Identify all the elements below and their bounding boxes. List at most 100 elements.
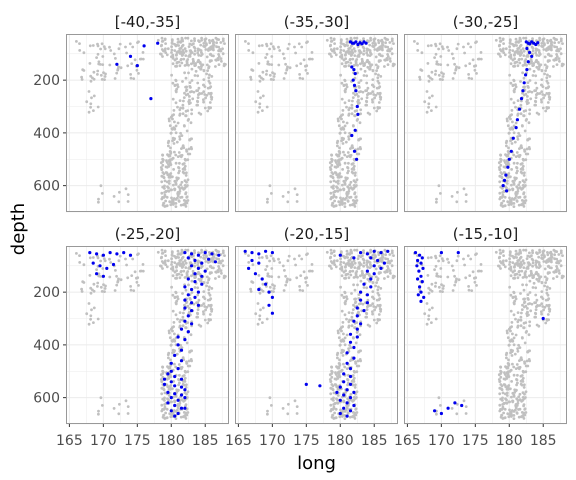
background-point [261,306,265,310]
background-point [87,302,91,305]
background-point [171,309,175,313]
background-point [118,42,122,46]
background-point [505,329,509,333]
background-point [516,137,520,141]
background-point [505,394,509,397]
background-point [347,189,351,193]
data-point [95,252,99,256]
background-point [222,64,226,68]
background-point [503,265,507,269]
background-point [186,199,190,202]
background-point [528,359,531,363]
background-point [297,254,301,258]
background-point [520,57,524,61]
background-point [512,395,516,398]
background-point [547,303,551,307]
background-point [523,305,526,309]
background-point [525,312,529,315]
background-point [257,62,261,65]
background-point [377,101,381,104]
background-point [538,36,541,40]
background-point [190,147,194,151]
background-point [125,263,128,267]
data-point [149,97,153,101]
background-point [217,261,221,265]
background-point [497,264,501,268]
background-point [160,40,164,43]
background-point [511,332,514,336]
background-point [547,297,551,301]
background-point [509,97,513,101]
facet-strip-label: (-35,-30] [284,13,349,31]
background-point [266,272,270,276]
background-point [261,109,264,112]
background-point [179,58,183,62]
background-point [374,55,378,59]
background-point [89,74,93,78]
data-point [525,68,529,72]
x-tick-label: 180 [158,433,185,449]
background-point [175,265,178,269]
background-point [479,269,483,273]
background-point [371,83,374,87]
background-point [179,196,182,199]
background-point [354,408,358,411]
background-point [161,153,164,157]
background-point [508,408,511,412]
background-point [188,261,192,265]
background-point [441,287,445,290]
data-point [460,403,464,408]
background-point [552,65,555,68]
background-point [519,39,522,43]
data-point [355,327,359,331]
background-point [172,321,176,324]
background-point [339,38,343,41]
background-point [282,77,286,80]
background-point [357,350,361,354]
data-point [348,409,353,413]
background-point [546,73,549,77]
background-point [180,153,184,157]
background-point [519,315,523,319]
background-point [209,91,213,95]
background-point [501,391,505,395]
background-point [543,63,547,67]
background-point [91,288,94,292]
background-point [338,327,342,331]
background-point [515,383,518,387]
background-point [202,98,205,102]
data-point [382,261,386,265]
background-point [369,38,372,42]
background-point [112,195,116,198]
background-point [269,78,273,81]
data-point [501,184,505,188]
background-point [97,409,100,413]
background-point [511,254,514,258]
background-point [377,285,380,289]
background-point [508,188,511,192]
background-point [177,185,181,189]
background-point [386,275,390,278]
background-point [202,254,206,257]
background-point [163,193,167,197]
background-point [178,135,182,139]
background-point [514,297,518,301]
background-point [219,269,223,272]
background-point [515,166,519,170]
background-point [538,63,541,67]
background-point [347,99,351,102]
background-point [464,405,468,408]
background-point [141,269,145,273]
background-point [165,165,169,169]
background-point [332,396,335,400]
background-point [507,327,511,331]
background-point [462,187,466,191]
background-point [198,92,201,95]
background-point [359,67,363,71]
data-point [179,377,184,381]
background-point [339,51,342,54]
background-point [386,257,390,261]
background-point [184,370,188,374]
background-point [455,65,458,69]
data-point [352,149,357,153]
